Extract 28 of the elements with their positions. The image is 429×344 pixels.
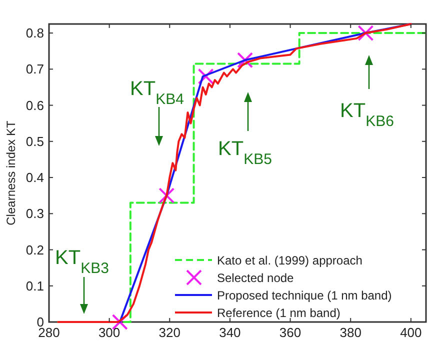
x-tick-label: 300 <box>98 325 120 340</box>
annotation: KT$_{KB6}$ <box>340 100 394 130</box>
point <box>158 188 175 204</box>
x-tick-label: 320 <box>158 325 180 340</box>
point <box>198 68 214 84</box>
annotation: KT$_{KB3}$ <box>55 247 109 276</box>
y-tick-label: 0.8 <box>26 26 44 41</box>
legend-label: Selected node <box>217 271 294 285</box>
legend-label: Proposed technique (1 nm band) <box>217 288 392 302</box>
legend-label: Reference (1 nm band) <box>217 306 340 320</box>
x-tick-label: 380 <box>340 325 362 340</box>
y-tick-label: 0.4 <box>26 170 44 186</box>
y-axis-title: Clearness index KT <box>4 120 18 226</box>
y-tick-label: 0.6 <box>26 98 44 113</box>
point <box>358 25 374 42</box>
y-tick-label: 0.3 <box>26 206 44 222</box>
x-tick-label: 280 <box>38 325 60 340</box>
x-tick-label: 340 <box>219 325 241 340</box>
y-tick-label: 0.7 <box>26 62 44 77</box>
annotation: KT$_{KB5}$ <box>218 138 272 168</box>
y-tick-label: 0.5 <box>26 134 44 149</box>
point <box>237 52 254 68</box>
legend-label: Kato et al. (1999) approach <box>217 254 362 268</box>
y-tick-label: 0.1 <box>26 278 44 294</box>
x-tick-label: 360 <box>279 325 302 340</box>
y-tick-label: 0.2 <box>26 242 44 258</box>
annotation: KT$_{KB4}$ <box>130 78 184 108</box>
x-tick-label: 400 <box>400 325 422 340</box>
